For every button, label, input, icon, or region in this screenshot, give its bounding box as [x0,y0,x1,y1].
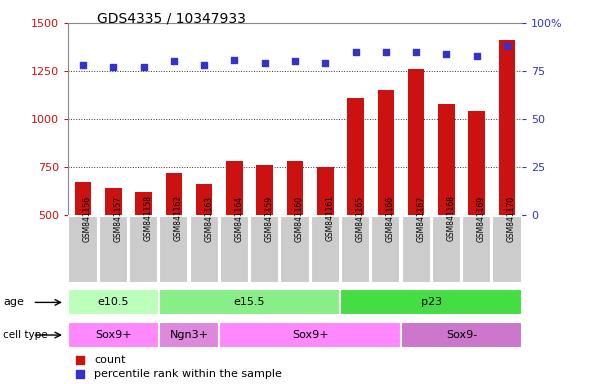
Text: GSM841161: GSM841161 [325,195,335,242]
Point [75,357,84,363]
Bar [468,111,485,311]
FancyBboxPatch shape [371,217,401,283]
FancyBboxPatch shape [68,217,97,283]
FancyBboxPatch shape [159,322,219,348]
FancyBboxPatch shape [280,217,310,283]
Text: Sox9+: Sox9+ [292,330,329,340]
Text: GSM841156: GSM841156 [83,195,92,242]
FancyBboxPatch shape [68,322,159,348]
Bar [348,98,364,311]
Text: GSM841157: GSM841157 [113,195,122,242]
Text: percentile rank within the sample: percentile rank within the sample [94,369,282,379]
Text: GSM841169: GSM841169 [477,195,486,242]
Point [442,51,451,57]
Point [260,60,270,66]
Text: p23: p23 [421,297,442,308]
Bar [317,167,333,311]
Text: Sox9+: Sox9+ [95,330,132,340]
Text: GSM841165: GSM841165 [356,195,365,242]
FancyBboxPatch shape [402,217,431,283]
Bar [196,184,212,311]
Text: GSM841164: GSM841164 [234,195,244,242]
FancyBboxPatch shape [250,217,279,283]
Point [472,53,481,59]
Bar [257,165,273,311]
Bar [105,188,122,311]
FancyBboxPatch shape [219,322,401,348]
FancyBboxPatch shape [129,217,158,283]
FancyBboxPatch shape [159,290,340,315]
Point [381,49,391,55]
Text: cell type: cell type [3,330,48,340]
Text: GSM841162: GSM841162 [174,195,183,242]
Point [411,49,421,55]
Bar [226,161,242,311]
Text: e10.5: e10.5 [97,297,129,308]
FancyBboxPatch shape [432,217,461,283]
Point [169,58,179,65]
FancyBboxPatch shape [462,217,491,283]
Bar [438,104,455,311]
Text: GSM841158: GSM841158 [143,195,153,242]
FancyBboxPatch shape [401,322,522,348]
FancyBboxPatch shape [159,217,188,283]
Text: GSM841166: GSM841166 [386,195,395,242]
Bar [166,173,182,311]
Point [320,60,330,66]
FancyBboxPatch shape [68,290,159,315]
Point [78,62,88,68]
Text: GSM841163: GSM841163 [204,195,213,242]
Bar [378,90,394,311]
FancyBboxPatch shape [340,290,522,315]
Text: GSM841167: GSM841167 [416,195,425,242]
Text: GSM841160: GSM841160 [295,195,304,242]
FancyBboxPatch shape [493,217,522,283]
Bar [499,40,515,311]
Text: age: age [3,297,24,308]
Point [351,49,360,55]
Text: count: count [94,355,126,365]
FancyBboxPatch shape [341,217,370,283]
Bar [408,69,424,311]
Point [230,56,239,63]
Point [75,371,84,377]
Text: GDS4335 / 10347933: GDS4335 / 10347933 [97,12,246,25]
Text: GSM841168: GSM841168 [447,195,455,242]
Point [502,43,512,49]
Point [199,62,209,68]
Bar [135,192,152,311]
Bar [287,161,303,311]
Point [139,64,148,70]
FancyBboxPatch shape [311,217,340,283]
FancyBboxPatch shape [99,217,128,283]
Text: GSM841159: GSM841159 [265,195,274,242]
FancyBboxPatch shape [220,217,249,283]
Text: Ngn3+: Ngn3+ [169,330,208,340]
Text: GSM841170: GSM841170 [507,195,516,242]
Bar [75,182,91,311]
Text: e15.5: e15.5 [234,297,266,308]
FancyBboxPatch shape [189,217,219,283]
Point [290,58,300,65]
Point [109,64,118,70]
Text: Sox9-: Sox9- [446,330,477,340]
